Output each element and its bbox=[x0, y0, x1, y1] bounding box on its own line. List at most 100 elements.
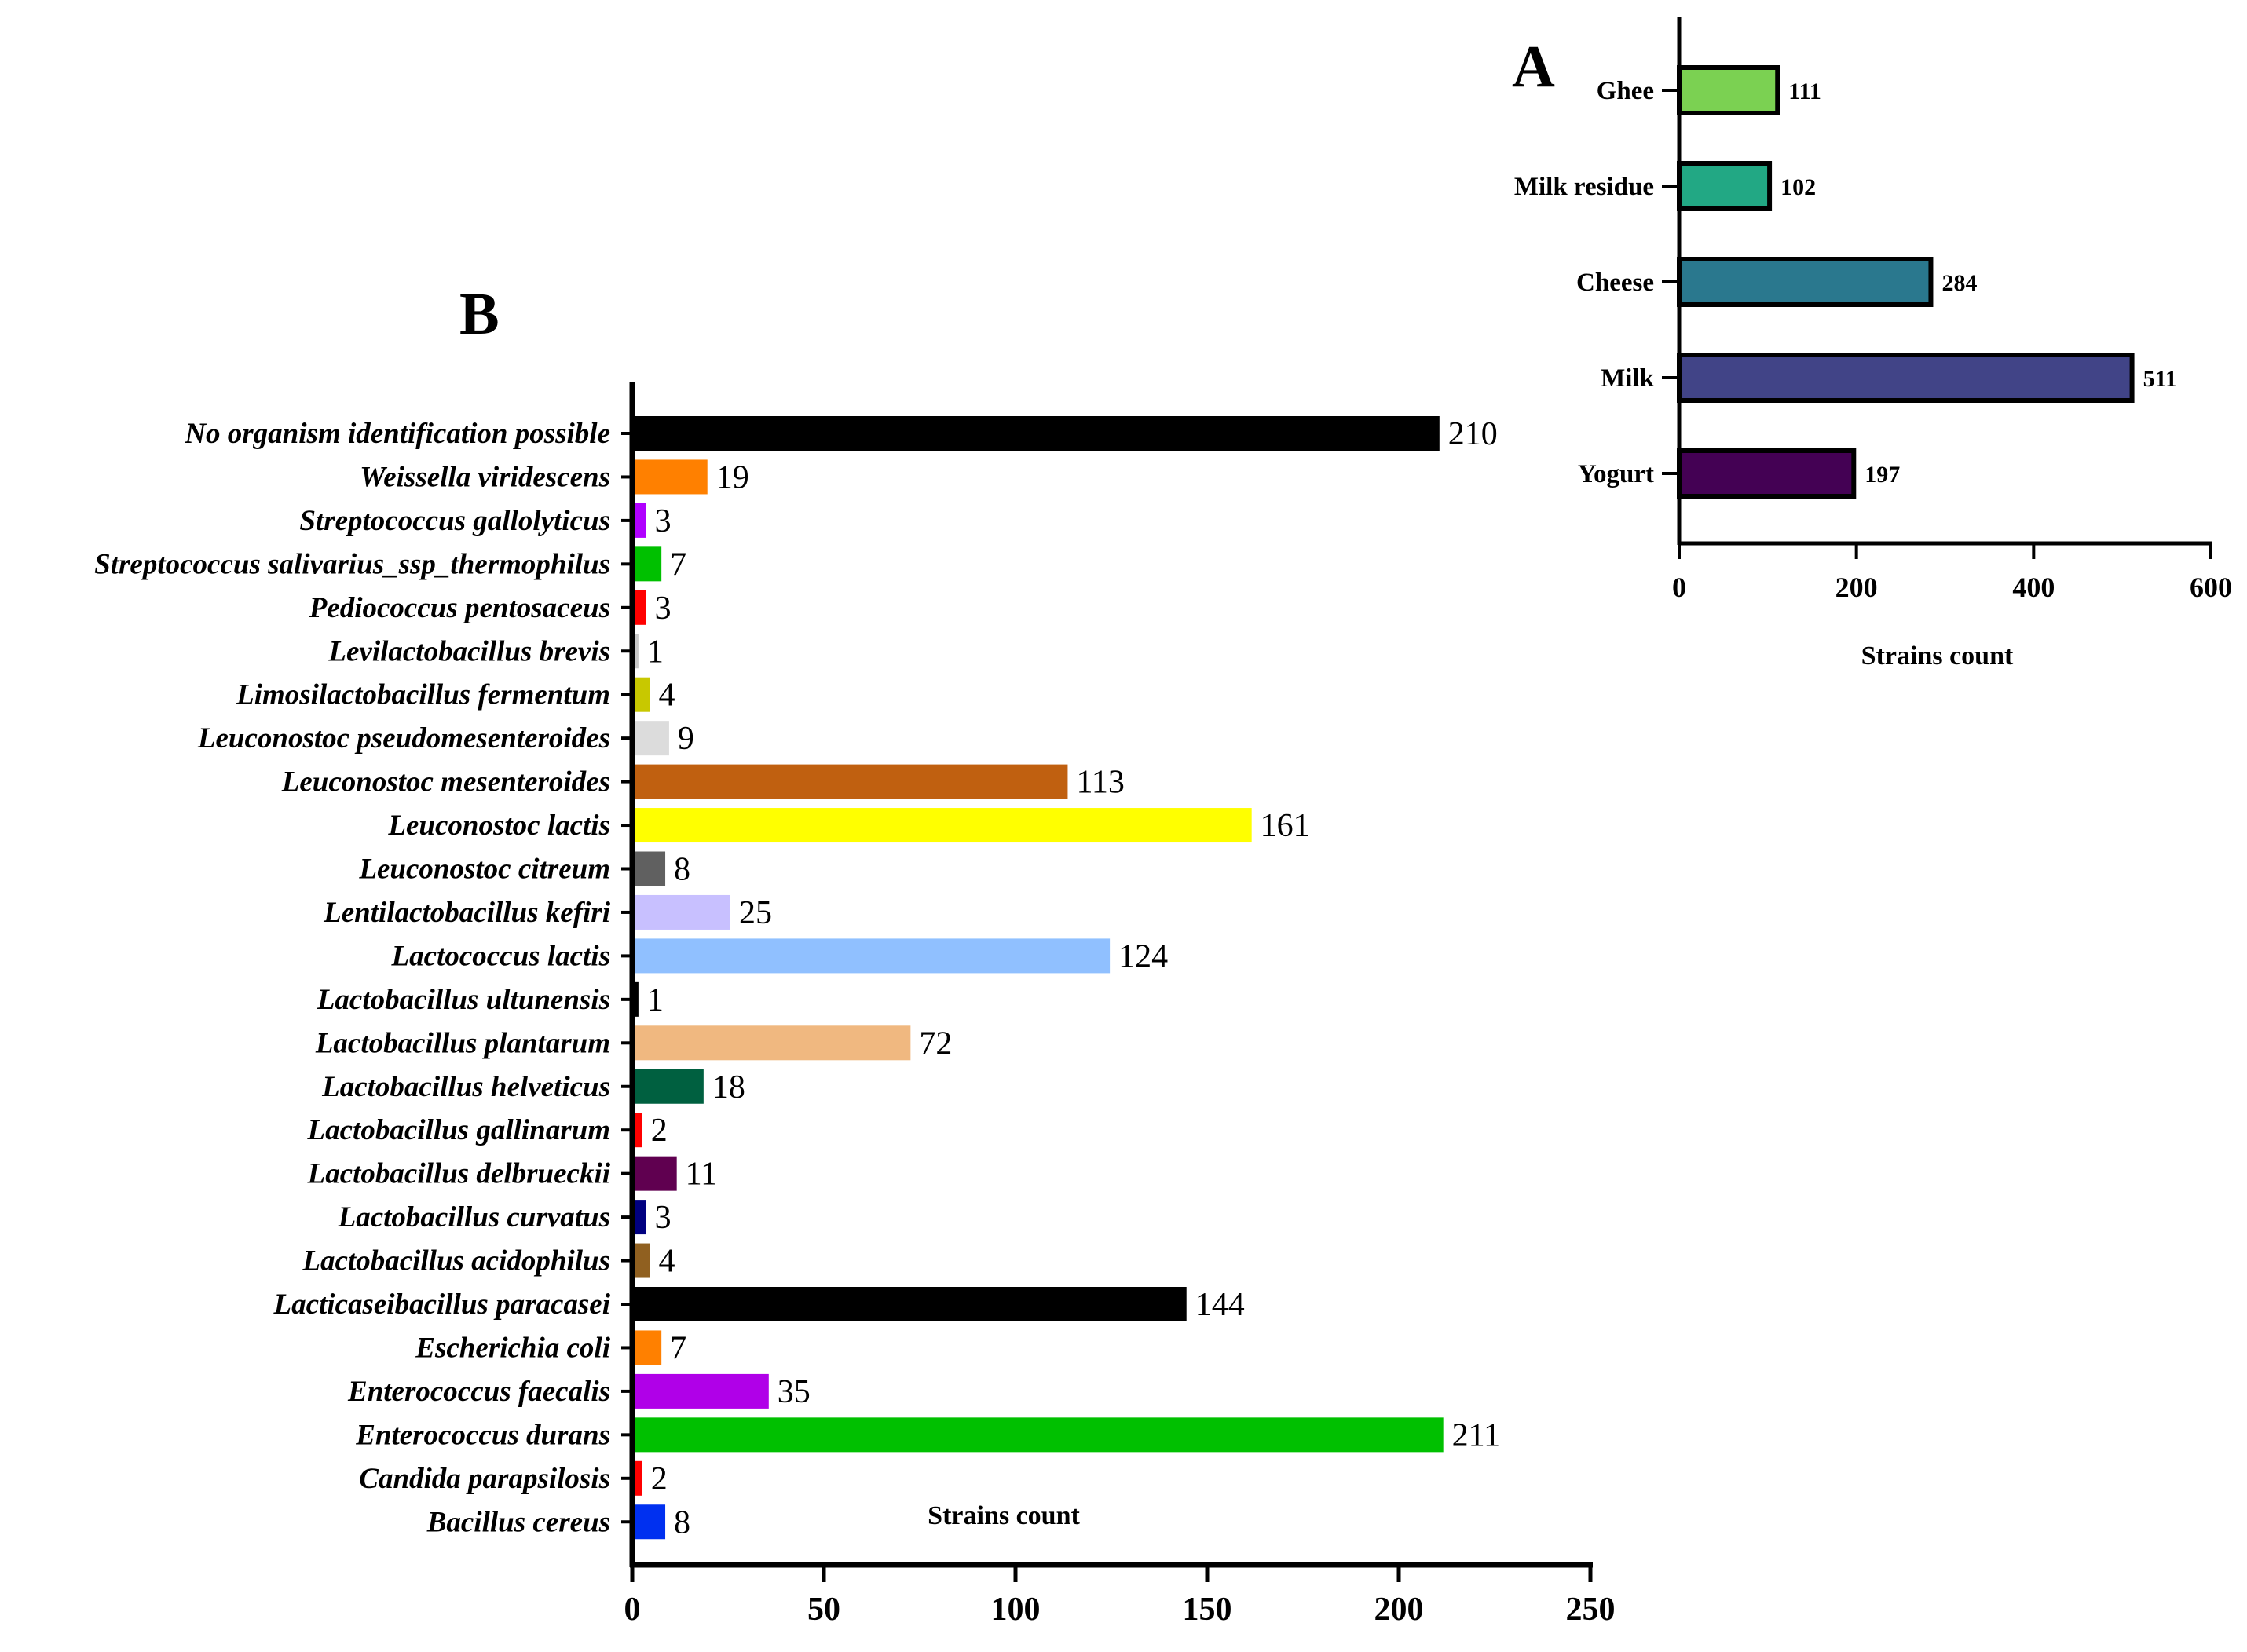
panel-b-bar-enterococcus-faecalis bbox=[635, 1373, 769, 1409]
panel-a-category-label: Cheese bbox=[1576, 269, 1654, 297]
panel-b-category-label: Lactobacillus helveticus bbox=[321, 1071, 610, 1103]
panel-b-category-label: Lactobacillus gallinarum bbox=[307, 1114, 610, 1146]
panel-b-bar-lactobacillus-plantarum bbox=[635, 1025, 911, 1061]
panel-b-bar-lentilactobacillus-kefiri bbox=[635, 894, 730, 930]
panel-b-category-label: Enterococcus durans bbox=[355, 1419, 610, 1451]
panel-a-bar-milk-residue bbox=[1677, 161, 1773, 211]
panel-b-bar-lacticaseibacillus-paracasei bbox=[635, 1287, 1187, 1321]
panel-b-x-tick-label: 250 bbox=[1566, 1592, 1616, 1628]
panel-b-data-label: 8 bbox=[674, 852, 690, 888]
panel-b-x-tick-label: 50 bbox=[807, 1592, 840, 1628]
panel-b-data-label: 1 bbox=[647, 982, 664, 1018]
panel-a-category-label: Milk residue bbox=[1514, 173, 1654, 201]
panel-a-data-label: 284 bbox=[1941, 270, 1977, 296]
panel-b-category-label: Weissella viridescens bbox=[360, 461, 610, 493]
panel-a-data-label: 111 bbox=[1788, 79, 1821, 104]
panel-b-category-label: Candida parapsilosis bbox=[359, 1463, 610, 1495]
panel-b-chart: No organism identification possible 210We… bbox=[94, 382, 1616, 1628]
panel-b-category-label: Lacticaseibacillus paracasei bbox=[273, 1288, 610, 1321]
panel-b-bar-lactococcus-lactis bbox=[635, 938, 1111, 974]
panel-a-bar-ghee bbox=[1677, 65, 1780, 115]
panel-b-category-label: Pediococcus pentosaceus bbox=[309, 592, 610, 624]
panel-b-data-label: 35 bbox=[778, 1374, 811, 1410]
panel-a-category-label: Ghee bbox=[1597, 77, 1654, 105]
panel-b-data-label: 9 bbox=[678, 721, 694, 757]
panel-a-x-tick-label: 400 bbox=[2012, 572, 2055, 603]
panel-b-letter: B bbox=[459, 281, 500, 347]
panel-a-data-label: 197 bbox=[1865, 462, 1900, 488]
panel-b-data-label: 161 bbox=[1261, 808, 1310, 844]
panel-b-bar-levilactobacillus-brevis bbox=[635, 634, 639, 669]
panel-b-bar-streptococcus-salivarius-ssp-thermophilus bbox=[635, 546, 662, 582]
panel-b-bar-streptococcus-gallolyticus bbox=[635, 503, 646, 538]
panel-b-data-label: 8 bbox=[674, 1504, 690, 1541]
panel-b-data-label: 11 bbox=[686, 1157, 717, 1193]
panel-b-category-label: Lactobacillus acidophilus bbox=[302, 1245, 610, 1277]
panel-b-data-label: 3 bbox=[655, 590, 672, 627]
panel-b-bar-candida-parapsilosis bbox=[635, 1460, 642, 1496]
panel-b-category-label: Lactobacillus curvatus bbox=[338, 1201, 610, 1234]
panel-b-data-label: 211 bbox=[1452, 1417, 1500, 1453]
panel-a-letter: A bbox=[1512, 34, 1555, 100]
panel-b-data-label: 1 bbox=[647, 634, 664, 670]
panel-b-category-label: Lactococcus lactis bbox=[391, 940, 610, 972]
panel-b-category-label: Streptococcus salivarius_ssp_thermophilu… bbox=[94, 548, 610, 580]
panel-b-bar-escherichia-coli bbox=[635, 1330, 662, 1365]
panel-b-bar-lactobacillus-helveticus bbox=[635, 1069, 704, 1104]
panel-a-x-tick-label: 200 bbox=[1835, 572, 1878, 603]
panel-b-category-label: Enterococcus faecalis bbox=[347, 1376, 610, 1408]
panel-b-x-tick-label: 0 bbox=[624, 1592, 641, 1628]
panel-b-bar-lactobacillus-gallinarum bbox=[635, 1113, 642, 1148]
panel-b-category-label: Lactobacillus delbrueckii bbox=[307, 1158, 611, 1190]
panel-a-x-tick-label: 0 bbox=[1672, 572, 1686, 603]
panel-b-data-label: 18 bbox=[712, 1069, 745, 1106]
panel-b-category-label: Lactobacillus plantarum bbox=[315, 1027, 610, 1059]
panel-b-category-label: Lentilactobacillus kefiri bbox=[323, 897, 611, 929]
panel-b-bar-enterococcus-durans bbox=[635, 1417, 1444, 1453]
panel-b-data-label: 144 bbox=[1195, 1287, 1245, 1323]
panel-b-category-label: Leuconostoc pseudomesenteroides bbox=[197, 722, 610, 755]
panel-b-category-label: No organism identification possible bbox=[184, 418, 610, 450]
panel-a-category-label: Milk bbox=[1601, 364, 1654, 393]
panel-b-bar-limosilactobacillus-fermentum bbox=[635, 677, 650, 712]
panel-b-x-tick-label: 200 bbox=[1374, 1592, 1424, 1628]
panel-b-bar-lactobacillus-delbrueckii bbox=[635, 1156, 677, 1191]
panel-a-x-axis-title: Strains count bbox=[1861, 641, 2014, 671]
panel-b-bar-leuconostoc-lactis bbox=[635, 808, 1252, 843]
panel-a-chart: Ghee 111 Milk residue 102 Cheese 284 Milk 511 Yo… bbox=[1514, 17, 2232, 671]
panel-b-bar-pediococcus-pentosaceus bbox=[635, 590, 646, 625]
panel-b-data-label: 7 bbox=[670, 1330, 686, 1366]
panel-b-data-label: 4 bbox=[659, 678, 675, 714]
panel-b-data-label: 210 bbox=[1448, 416, 1498, 452]
panel-b-category-label: Leuconostoc citreum bbox=[358, 853, 610, 886]
panel-b-category-label: Leuconostoc lactis bbox=[387, 810, 610, 842]
panel-a-category-label: Yogurt bbox=[1578, 460, 1654, 488]
panel-a-bar-milk bbox=[1677, 353, 2135, 403]
panel-a-bar-yogurt bbox=[1677, 448, 1857, 499]
panel-b-data-label: 2 bbox=[651, 1461, 668, 1497]
panel-b-data-label: 4 bbox=[659, 1244, 675, 1280]
panel-b-category-label: Bacillus cereus bbox=[426, 1506, 610, 1538]
panel-b-data-label: 19 bbox=[716, 459, 749, 495]
panel-b-bar-leuconostoc-citreum bbox=[635, 851, 666, 886]
panel-b-x-axis-title: Strains count bbox=[928, 1501, 1080, 1530]
panel-b-bar-no-organism-identification-possible bbox=[635, 416, 1440, 451]
panel-b-category-label: Levilactobacillus brevis bbox=[328, 635, 610, 667]
panel-b-x-tick-label: 100 bbox=[991, 1592, 1041, 1628]
panel-b-data-label: 113 bbox=[1076, 765, 1124, 801]
panel-b-x-tick-label: 150 bbox=[1183, 1592, 1232, 1628]
panel-b-data-label: 25 bbox=[739, 895, 772, 931]
panel-b-bar-lactobacillus-acidophilus bbox=[635, 1243, 650, 1278]
panel-b-bar-bacillus-cereus bbox=[635, 1504, 666, 1540]
panel-b-bar-leuconostoc-pseudomesenteroides bbox=[635, 721, 669, 756]
panel-b-data-label: 7 bbox=[670, 546, 686, 583]
panel-a-data-label: 511 bbox=[2143, 366, 2177, 392]
panel-b-bar-lactobacillus-curvatus bbox=[635, 1200, 646, 1235]
panel-a-data-label: 102 bbox=[1780, 174, 1816, 200]
panel-b-bar-leuconostoc-mesenteroides bbox=[635, 764, 1068, 799]
panel-b-category-label: Streptococcus gallolyticus bbox=[299, 505, 610, 537]
panel-b-data-label: 3 bbox=[655, 1200, 672, 1236]
panel-b-data-label: 3 bbox=[655, 503, 672, 539]
panel-b-category-label: Limosilactobacillus fermentum bbox=[236, 679, 610, 711]
